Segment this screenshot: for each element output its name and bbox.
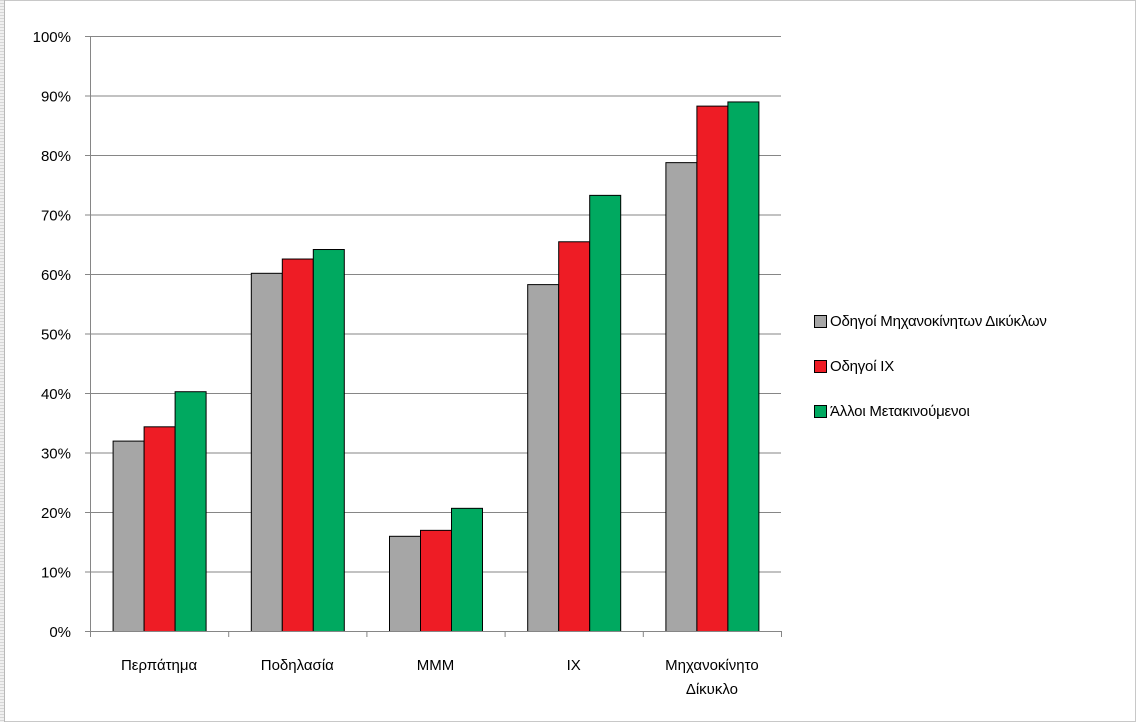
bar bbox=[589, 194, 622, 633]
x-tick-label: Περπάτημα bbox=[121, 657, 198, 674]
y-tick-label: 50% bbox=[41, 327, 71, 344]
bars bbox=[112, 101, 760, 633]
legend-label: Οδηγοί ΙΧ bbox=[830, 357, 895, 375]
bar bbox=[696, 105, 729, 633]
bar bbox=[281, 258, 314, 632]
legend-label: Άλλοι Μετακινούμενοι bbox=[830, 402, 970, 420]
legend-swatch bbox=[814, 314, 827, 328]
bar bbox=[727, 101, 760, 632]
y-tick-label: 30% bbox=[41, 446, 71, 463]
legend-item: Οδηγοί ΙΧ bbox=[814, 356, 1047, 376]
y-tick-label: 10% bbox=[41, 565, 71, 582]
bar bbox=[250, 272, 283, 632]
bar bbox=[312, 249, 345, 632]
y-tick-label: 80% bbox=[41, 148, 71, 165]
x-tick-label-line: Μηχανοκίνητο bbox=[665, 657, 759, 674]
y-tick-label: 100% bbox=[33, 29, 71, 46]
y-tick-label: 40% bbox=[41, 386, 71, 403]
x-tick-label: Μηχανοκίνητο Δίκυκλο bbox=[665, 657, 759, 698]
x-tick-label-line: Δίκυκλο bbox=[686, 681, 738, 698]
left-edge-strip bbox=[0, 0, 5, 722]
legend: Οδηγοί Μηχανοκίνητων Δικύκλων Οδηγοί ΙΧ Άλ… bbox=[814, 311, 1047, 446]
legend-item: Οδηγοί Μηχανοκίνητων Δικύκλων bbox=[814, 311, 1047, 331]
bar bbox=[558, 241, 591, 632]
bar bbox=[665, 162, 698, 632]
y-tick-label: 70% bbox=[41, 208, 71, 225]
legend-item: Άλλοι Μετακινούμενοι bbox=[814, 401, 1047, 421]
x-tick-label: ΙΧ bbox=[567, 657, 581, 674]
x-tick-label-line: Ποδηλασία bbox=[261, 657, 334, 674]
x-tick-label-line: Περπάτημα bbox=[121, 657, 198, 674]
x-tick-labels: Περπάτημα Ποδηλασία ΜΜΜ ΙΧ Μηχανοκίνητο Δίκυκ… bbox=[121, 657, 759, 698]
bar bbox=[174, 391, 207, 632]
y-tick-label: 20% bbox=[41, 505, 71, 522]
x-tick-label: ΜΜΜ bbox=[417, 657, 455, 674]
axes bbox=[85, 36, 782, 637]
x-tick-label: Ποδηλασία bbox=[261, 657, 334, 674]
y-tick-label: 60% bbox=[41, 267, 71, 284]
bar bbox=[389, 535, 421, 632]
y-tick-label: 90% bbox=[41, 89, 71, 106]
bar bbox=[527, 284, 560, 632]
legend-swatch bbox=[814, 359, 827, 373]
bar bbox=[420, 529, 452, 632]
legend-swatch bbox=[814, 404, 827, 418]
bar bbox=[143, 426, 176, 632]
legend-label: Οδηγοί Μηχανοκίνητων Δικύκλων bbox=[830, 312, 1047, 330]
bar bbox=[112, 440, 145, 632]
y-tick-labels: 0% 10% 20% 30% 40% 50% 60% 70% 80% 90% 100% bbox=[33, 29, 71, 641]
y-tick-label: 0% bbox=[49, 624, 71, 641]
bar bbox=[451, 507, 483, 632]
x-tick-label-line: ΜΜΜ bbox=[417, 657, 455, 674]
x-tick-label-line: ΙΧ bbox=[567, 657, 581, 674]
